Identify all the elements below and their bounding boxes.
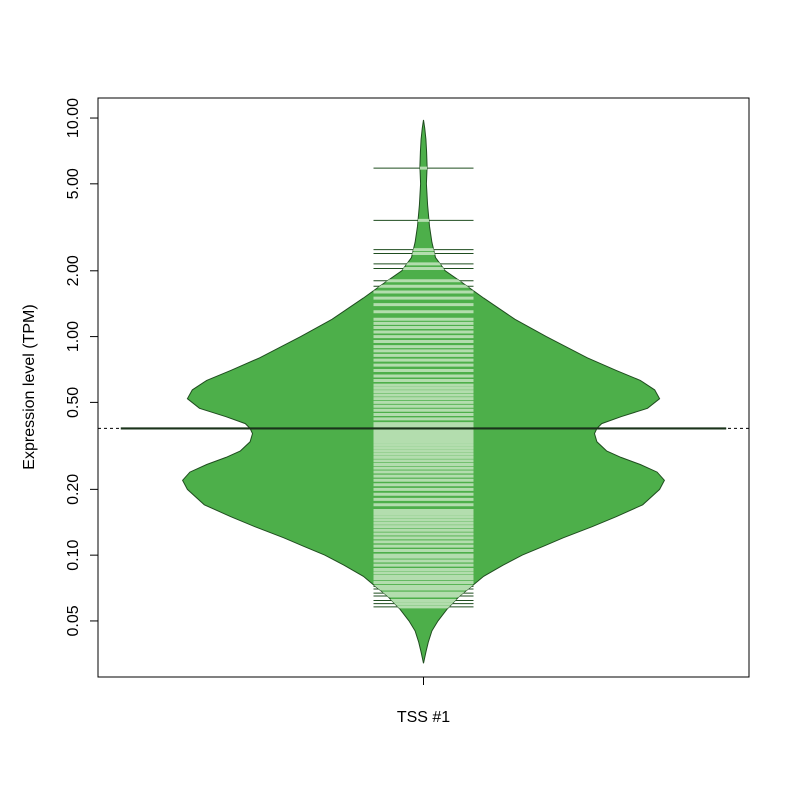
y-tick-label: 0.05 <box>65 605 82 636</box>
x-tick-label: TSS #1 <box>397 709 450 726</box>
y-tick-label: 10.00 <box>65 98 82 138</box>
bean-lines-inner <box>373 166 474 609</box>
y-tick-label: 2.00 <box>65 255 82 286</box>
y-tick-label: 0.10 <box>65 539 82 570</box>
plot-frame <box>97 97 750 678</box>
y-tick-label: 0.20 <box>65 474 82 505</box>
y-axis-label: Expression level (TPM) <box>21 304 38 469</box>
y-tick-label: 0.50 <box>65 387 82 418</box>
y-tick-label: 5.00 <box>65 168 82 199</box>
y-tick-label: 1.00 <box>65 321 82 352</box>
